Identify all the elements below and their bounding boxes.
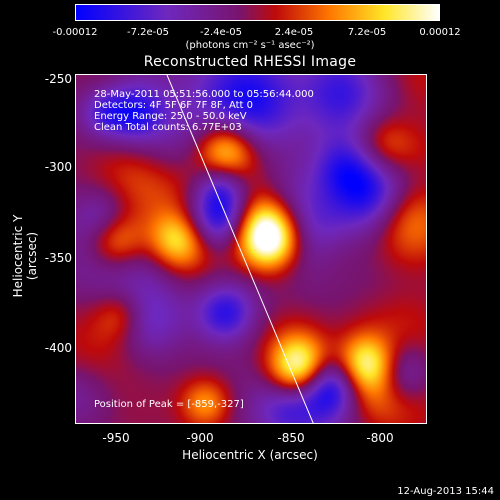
colorbar bbox=[75, 4, 440, 21]
image-title: Reconstructed RHESSI Image bbox=[143, 54, 357, 70]
y-axis-label: Heliocentric Y (arcsec) bbox=[11, 214, 39, 298]
time-range-label: 28-May-2011 05:51:56.000 to 05:56:44.000 bbox=[94, 89, 314, 100]
colorbar-units: (photons cm⁻² s⁻¹ asec⁻²) bbox=[185, 40, 315, 51]
energy-range-label: Energy Range: 25.0 - 50.0 keV bbox=[94, 111, 247, 122]
x-axis-label: Heliocentric X (arcsec) bbox=[182, 448, 318, 462]
y-tick-label: -300 bbox=[44, 160, 72, 174]
y-tick-label: -250 bbox=[44, 72, 72, 86]
y-tick-label: -400 bbox=[44, 341, 72, 355]
x-tick-label: -950 bbox=[102, 431, 130, 445]
x-tick-label: -850 bbox=[277, 431, 305, 445]
limb-line bbox=[166, 75, 314, 423]
colorbar-tick: -0.00012 bbox=[52, 27, 98, 38]
solar-image-panel: 28-May-2011 05:51:56.000 to 05:56:44.000… bbox=[75, 74, 427, 424]
x-tick-label: -800 bbox=[366, 431, 394, 445]
colorbar-tick: 0.00012 bbox=[419, 27, 461, 38]
clean-counts-label: Clean Total counts: 6.77E+03 bbox=[94, 122, 242, 133]
colorbar-tick: 7.2e-05 bbox=[347, 27, 387, 38]
colorbar-tick: 2.4e-05 bbox=[274, 27, 314, 38]
detectors-label: Detectors: 4F 5F 6F 7F 8F, Att 0 bbox=[94, 100, 254, 111]
colorbar-tick: -2.4e-05 bbox=[200, 27, 242, 38]
y-tick-label: -350 bbox=[44, 251, 72, 265]
peak-position-label: Position of Peak = [-859,-327] bbox=[94, 399, 244, 410]
x-tick-label: -900 bbox=[186, 431, 214, 445]
plot-timestamp: 12-Aug-2013 15:44 bbox=[397, 486, 494, 497]
hxr-image-map bbox=[76, 75, 426, 423]
colorbar-tick: -7.2e-05 bbox=[127, 27, 169, 38]
